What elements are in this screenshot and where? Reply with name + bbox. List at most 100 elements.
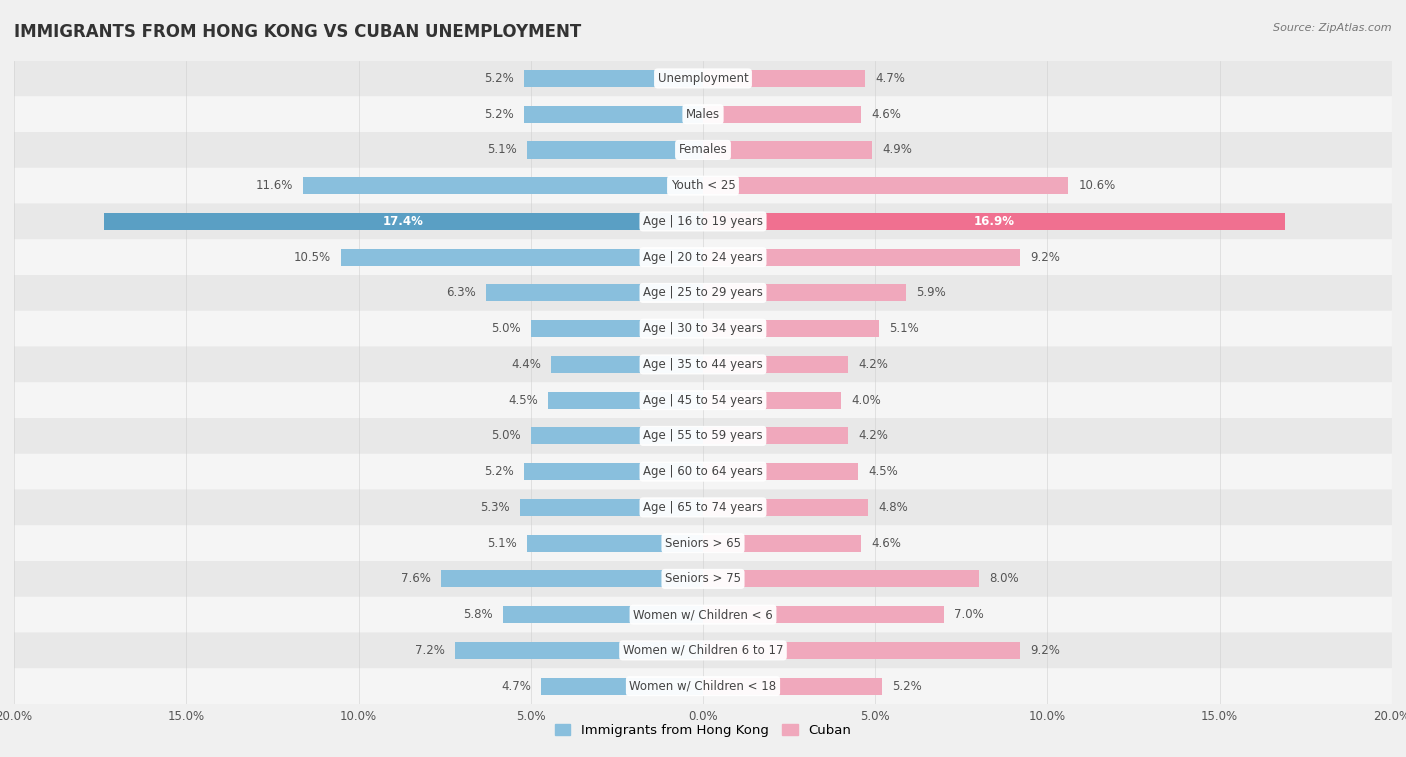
Bar [524,105,703,123]
Bar [703,142,872,158]
Text: Unemployment: Unemployment [658,72,748,85]
Bar [524,463,703,480]
FancyBboxPatch shape [14,418,1392,453]
Text: Women w/ Children 6 to 17: Women w/ Children 6 to 17 [623,644,783,657]
Bar [456,642,703,659]
FancyBboxPatch shape [14,168,1392,204]
FancyBboxPatch shape [14,61,1392,96]
FancyBboxPatch shape [14,132,1392,168]
FancyBboxPatch shape [14,668,1392,704]
FancyBboxPatch shape [14,453,1392,490]
Text: 5.3%: 5.3% [481,501,510,514]
Text: Age | 16 to 19 years: Age | 16 to 19 years [643,215,763,228]
Text: Females: Females [679,143,727,157]
Bar [703,320,879,338]
Bar [703,105,862,123]
Bar [703,606,945,623]
Text: 4.5%: 4.5% [869,465,898,478]
Text: 4.2%: 4.2% [858,429,887,442]
FancyBboxPatch shape [14,204,1392,239]
Bar [531,427,703,444]
Text: 7.6%: 7.6% [401,572,430,585]
Text: Seniors > 75: Seniors > 75 [665,572,741,585]
Bar [703,499,869,516]
Bar [524,70,703,87]
Text: 10.6%: 10.6% [1078,179,1116,192]
FancyBboxPatch shape [14,239,1392,275]
Text: 5.1%: 5.1% [488,537,517,550]
Bar [531,320,703,338]
Text: 5.9%: 5.9% [917,286,946,300]
Text: 4.6%: 4.6% [872,537,901,550]
Text: 4.8%: 4.8% [879,501,908,514]
Bar [541,678,703,695]
Text: 5.1%: 5.1% [488,143,517,157]
Bar [703,70,865,87]
Text: Males: Males [686,107,720,120]
Text: 16.9%: 16.9% [973,215,1015,228]
Bar [527,142,703,158]
Text: 7.0%: 7.0% [955,608,984,621]
Bar [304,177,703,195]
Text: 4.5%: 4.5% [508,394,537,407]
Bar [703,427,848,444]
FancyBboxPatch shape [14,382,1392,418]
Bar [703,213,1285,230]
Text: Women w/ Children < 18: Women w/ Children < 18 [630,680,776,693]
Text: 7.2%: 7.2% [415,644,444,657]
Bar [551,356,703,373]
Text: 4.2%: 4.2% [858,358,887,371]
Text: Age | 20 to 24 years: Age | 20 to 24 years [643,251,763,263]
Text: 11.6%: 11.6% [256,179,292,192]
Bar [703,248,1019,266]
Text: Age | 30 to 34 years: Age | 30 to 34 years [643,322,763,335]
Bar [342,248,703,266]
Bar [703,570,979,587]
Text: Age | 35 to 44 years: Age | 35 to 44 years [643,358,763,371]
Text: Source: ZipAtlas.com: Source: ZipAtlas.com [1274,23,1392,33]
Bar [703,642,1019,659]
Bar [548,391,703,409]
Text: 4.7%: 4.7% [875,72,905,85]
Bar [703,391,841,409]
Text: Age | 60 to 64 years: Age | 60 to 64 years [643,465,763,478]
Text: 4.9%: 4.9% [882,143,912,157]
Bar [703,177,1069,195]
FancyBboxPatch shape [14,525,1392,561]
Text: 5.1%: 5.1% [889,322,918,335]
Bar [520,499,703,516]
Text: 5.0%: 5.0% [491,429,520,442]
FancyBboxPatch shape [14,96,1392,132]
Text: 4.4%: 4.4% [512,358,541,371]
Bar [441,570,703,587]
FancyBboxPatch shape [14,597,1392,633]
Text: 8.0%: 8.0% [988,572,1018,585]
Bar [703,356,848,373]
Legend: Immigrants from Hong Kong, Cuban: Immigrants from Hong Kong, Cuban [550,719,856,743]
FancyBboxPatch shape [14,561,1392,597]
Text: 5.2%: 5.2% [484,465,513,478]
Text: Women w/ Children < 6: Women w/ Children < 6 [633,608,773,621]
FancyBboxPatch shape [14,490,1392,525]
Bar [703,463,858,480]
Text: Age | 25 to 29 years: Age | 25 to 29 years [643,286,763,300]
Text: 6.3%: 6.3% [446,286,475,300]
Text: Age | 55 to 59 years: Age | 55 to 59 years [643,429,763,442]
Text: Age | 65 to 74 years: Age | 65 to 74 years [643,501,763,514]
Bar [486,285,703,301]
Bar [503,606,703,623]
Bar [527,534,703,552]
Text: IMMIGRANTS FROM HONG KONG VS CUBAN UNEMPLOYMENT: IMMIGRANTS FROM HONG KONG VS CUBAN UNEMP… [14,23,581,41]
Text: 5.2%: 5.2% [893,680,922,693]
Bar [703,678,882,695]
Text: Age | 45 to 54 years: Age | 45 to 54 years [643,394,763,407]
Text: 5.8%: 5.8% [463,608,494,621]
Text: 17.4%: 17.4% [382,215,423,228]
FancyBboxPatch shape [14,275,1392,311]
Text: 5.2%: 5.2% [484,107,513,120]
Text: 4.0%: 4.0% [851,394,882,407]
Text: Seniors > 65: Seniors > 65 [665,537,741,550]
Text: 5.0%: 5.0% [491,322,520,335]
Text: 5.2%: 5.2% [484,72,513,85]
Text: 4.7%: 4.7% [501,680,531,693]
